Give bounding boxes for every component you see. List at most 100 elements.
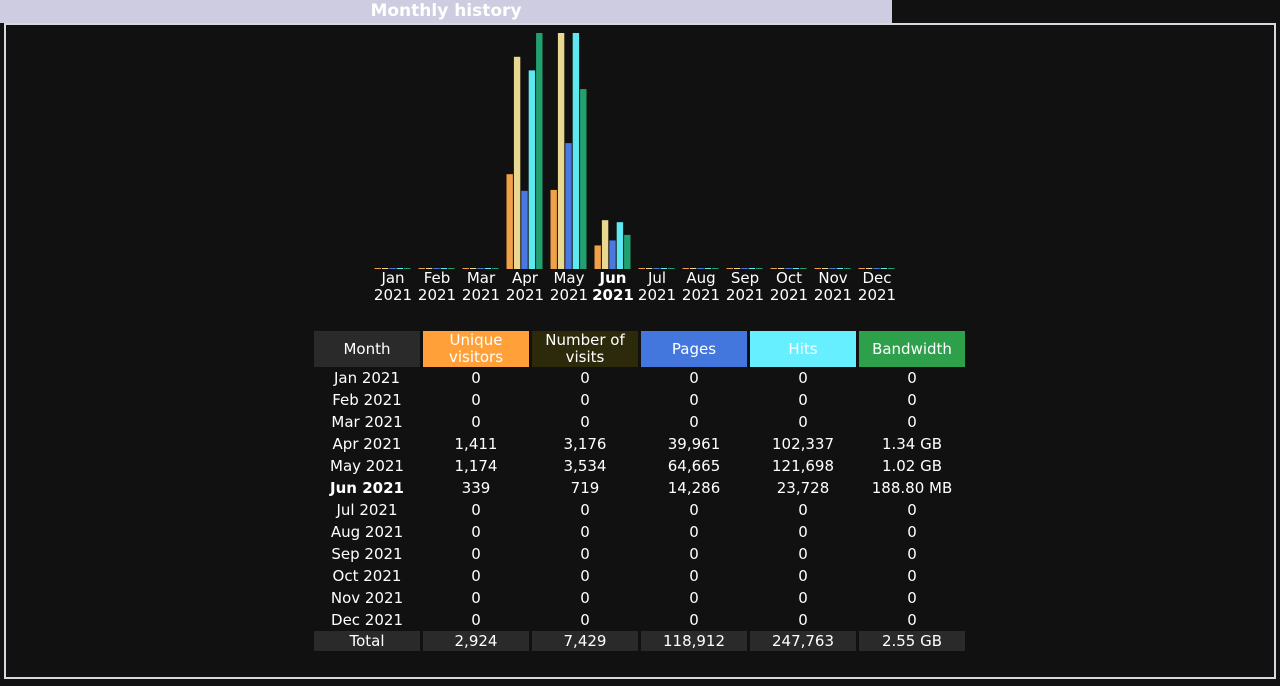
bar bbox=[536, 33, 543, 269]
bar bbox=[741, 268, 748, 269]
bar bbox=[506, 174, 513, 269]
cell: 0 bbox=[907, 501, 917, 519]
bar bbox=[844, 268, 851, 269]
cell: 0 bbox=[798, 567, 808, 585]
cell: 0 bbox=[907, 611, 917, 629]
cell: May 2021 bbox=[330, 457, 404, 475]
bar bbox=[469, 268, 477, 269]
cell: 0 bbox=[798, 611, 808, 629]
cell: 23,728 bbox=[776, 479, 830, 497]
cell: 0 bbox=[798, 545, 808, 563]
bar bbox=[572, 33, 580, 269]
total-row: Total 2,924 7,429 118,912 247,763 2.55 GB bbox=[314, 631, 965, 651]
bar bbox=[381, 268, 389, 269]
cell: 1,174 bbox=[454, 457, 498, 475]
column-header: Unique visitors bbox=[423, 331, 529, 367]
row: Jan 2021 0 0 0 0 0 bbox=[314, 367, 965, 389]
bar bbox=[462, 268, 469, 269]
row: Nov 2021 0 0 0 0 0 bbox=[314, 587, 965, 609]
bar bbox=[638, 268, 645, 269]
cell: 247,763 bbox=[750, 631, 856, 651]
bar bbox=[836, 268, 844, 269]
cell: 39,961 bbox=[667, 435, 721, 453]
cell: 0 bbox=[689, 545, 699, 563]
bar bbox=[404, 268, 411, 269]
cell: 0 bbox=[907, 413, 917, 431]
x-tick-label: Jun 2021 bbox=[592, 269, 634, 304]
x-tick-label: Aug 2021 bbox=[682, 269, 720, 304]
bar bbox=[425, 268, 433, 269]
bar bbox=[726, 268, 733, 269]
bar bbox=[440, 268, 448, 269]
bar bbox=[712, 268, 719, 269]
bar bbox=[374, 268, 381, 269]
cell: 339 bbox=[461, 479, 491, 497]
bar bbox=[668, 268, 675, 269]
cell: 0 bbox=[580, 391, 590, 409]
bar bbox=[865, 268, 873, 269]
cell: 0 bbox=[689, 391, 699, 409]
bar bbox=[873, 268, 880, 269]
bar bbox=[756, 268, 763, 269]
x-tick-label: Nov 2021 bbox=[814, 269, 852, 304]
section-title: Monthly history bbox=[0, 0, 892, 23]
bar bbox=[858, 268, 865, 269]
column-header: Number of visits bbox=[532, 331, 638, 367]
cell: Apr 2021 bbox=[332, 435, 402, 453]
row: Oct 2021 0 0 0 0 0 bbox=[314, 565, 965, 587]
bar bbox=[396, 268, 404, 269]
cell: 3,534 bbox=[563, 457, 607, 475]
bar bbox=[609, 240, 616, 269]
bar bbox=[792, 268, 800, 269]
x-tick-label: Oct 2021 bbox=[770, 269, 808, 304]
bar bbox=[829, 268, 836, 269]
cell: 0 bbox=[689, 589, 699, 607]
cell: 14,286 bbox=[667, 479, 721, 497]
bar bbox=[492, 268, 499, 269]
bar bbox=[660, 268, 668, 269]
cell: 0 bbox=[471, 589, 481, 607]
column-header: Bandwidth bbox=[859, 331, 965, 367]
cell: 0 bbox=[471, 501, 481, 519]
bar bbox=[777, 268, 785, 269]
cell: 0 bbox=[580, 589, 590, 607]
cell: Oct 2021 bbox=[332, 567, 402, 585]
cell: 0 bbox=[689, 523, 699, 541]
row: Aug 2021 0 0 0 0 0 bbox=[314, 521, 965, 543]
bar bbox=[821, 268, 829, 269]
bar bbox=[418, 268, 425, 269]
bar bbox=[550, 189, 557, 269]
cell: 0 bbox=[689, 501, 699, 519]
cell: 0 bbox=[471, 523, 481, 541]
bar bbox=[653, 268, 660, 269]
cell: 188.80 MB bbox=[871, 479, 953, 497]
cell: 0 bbox=[907, 545, 917, 563]
cell: 0 bbox=[798, 523, 808, 541]
cell: 0 bbox=[580, 501, 590, 519]
cell: 0 bbox=[580, 369, 590, 387]
bar bbox=[477, 268, 484, 269]
x-tick-label: Dec 2021 bbox=[858, 269, 896, 304]
cell: 2,924 bbox=[423, 631, 529, 651]
column-header: Hits bbox=[750, 331, 856, 367]
bar bbox=[521, 190, 528, 269]
cell: 0 bbox=[471, 369, 481, 387]
cell: 2.55 GB bbox=[859, 631, 965, 651]
bar bbox=[800, 268, 807, 269]
cell: 0 bbox=[580, 523, 590, 541]
cell: 0 bbox=[471, 545, 481, 563]
cell: Sep 2021 bbox=[331, 545, 403, 563]
cell: 0 bbox=[471, 611, 481, 629]
bar bbox=[389, 268, 396, 269]
row: Dec 2021 0 0 0 0 0 bbox=[314, 609, 965, 631]
row: Jul 2021 0 0 0 0 0 bbox=[314, 499, 965, 521]
x-tick-label: Jul 2021 bbox=[638, 269, 676, 304]
x-tick-label: Feb 2021 bbox=[418, 269, 456, 304]
cell: 0 bbox=[689, 413, 699, 431]
row: Apr 2021 1,411 3,176 39,961 102,337 1.34 GB bbox=[314, 433, 965, 455]
cell: 0 bbox=[907, 523, 917, 541]
cell: 0 bbox=[471, 567, 481, 585]
cell: Feb 2021 bbox=[332, 391, 402, 409]
history-table: Month Unique visitors Number of visits Page… bbox=[311, 331, 968, 651]
